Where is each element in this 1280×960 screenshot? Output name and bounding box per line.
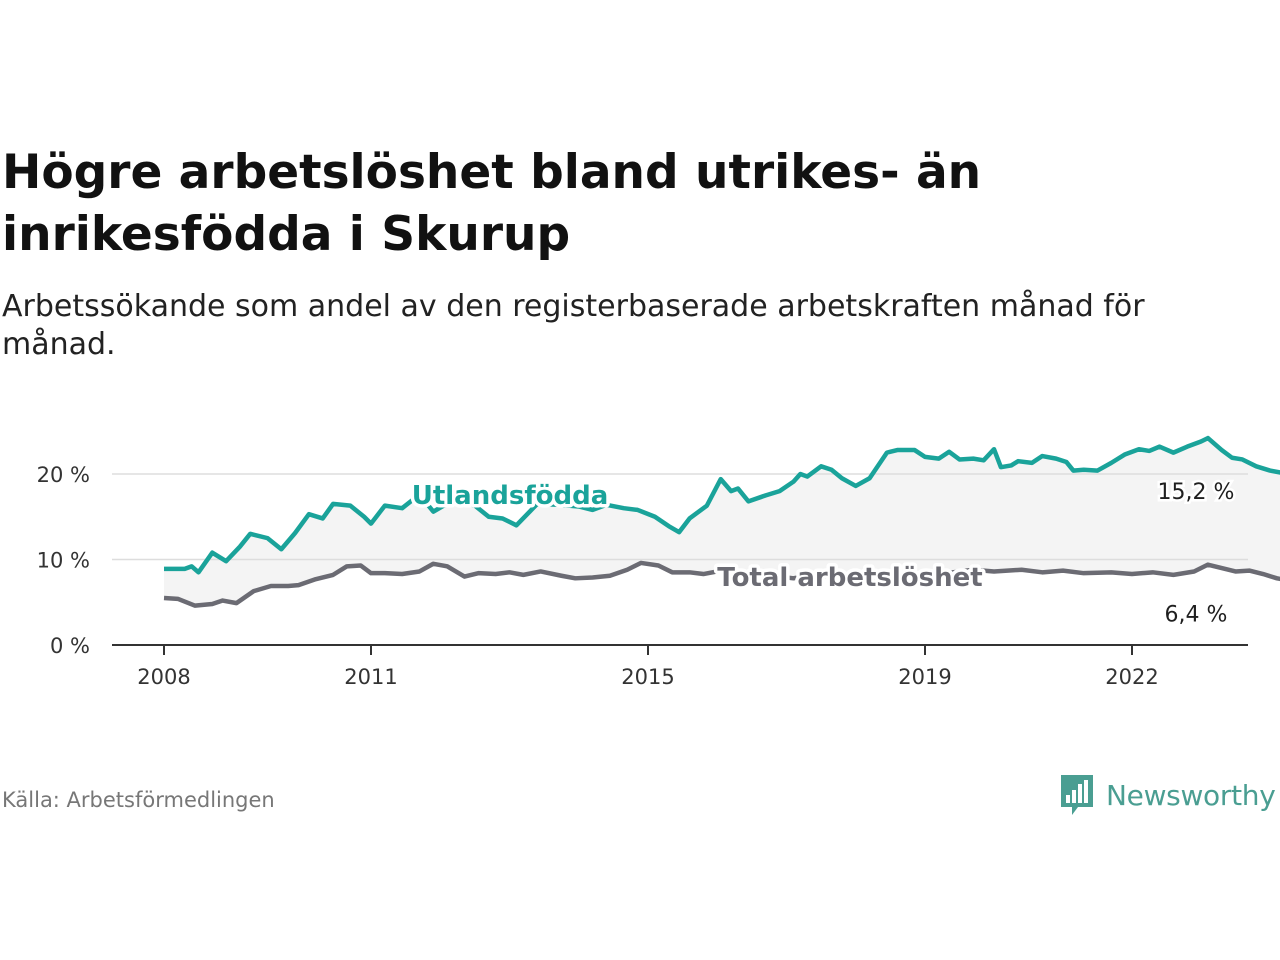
x-tick-label: 2019	[898, 665, 951, 689]
brand-name: Newsworthy	[1106, 778, 1276, 812]
chart-subtitle: Arbetssökande som andel av den registerb…	[2, 289, 1145, 362]
y-tick-label: 10 %	[37, 549, 90, 573]
y-tick-label: 20 %	[37, 463, 90, 487]
x-axis-ticks: 2008 2011 2015 2019 2022	[137, 645, 1159, 689]
source-note: Källa: Arbetsförmedlingen	[2, 788, 275, 812]
bar-chart-speech-bubble-icon	[1061, 775, 1093, 815]
series-line-total	[163, 560, 1280, 608]
chart-title: Högre arbetslöshet bland utrikes- än inr…	[2, 145, 982, 262]
series-endpoints: 15,2 % 6,4 %	[1155, 478, 1237, 630]
x-tick-label: 2008	[137, 665, 190, 689]
x-tick-label: 2011	[344, 665, 397, 689]
series-label: Total arbetslöshet	[717, 563, 982, 593]
x-tick-label: 2022	[1105, 665, 1158, 689]
gridlines	[112, 473, 1248, 561]
line-chart: 2008 2011 2015 2019 2022 0 % 10 % 20 % Utlands…	[37, 435, 1280, 689]
series-end-label: 6,4 %	[1165, 602, 1228, 627]
y-axis-ticks: 0 % 10 % 20 %	[37, 463, 90, 658]
series-line-foreign-born	[164, 435, 1280, 575]
y-tick-label: 0 %	[50, 634, 90, 658]
brand-logo: Newsworthy	[1058, 772, 1276, 818]
inline-series-labels: Utlandsfödda Total arbetslöshet	[408, 478, 986, 597]
series-label: Utlandsfödda	[412, 481, 609, 511]
series-end-label: 15,2 %	[1158, 480, 1235, 505]
x-tick-label: 2015	[621, 665, 674, 689]
